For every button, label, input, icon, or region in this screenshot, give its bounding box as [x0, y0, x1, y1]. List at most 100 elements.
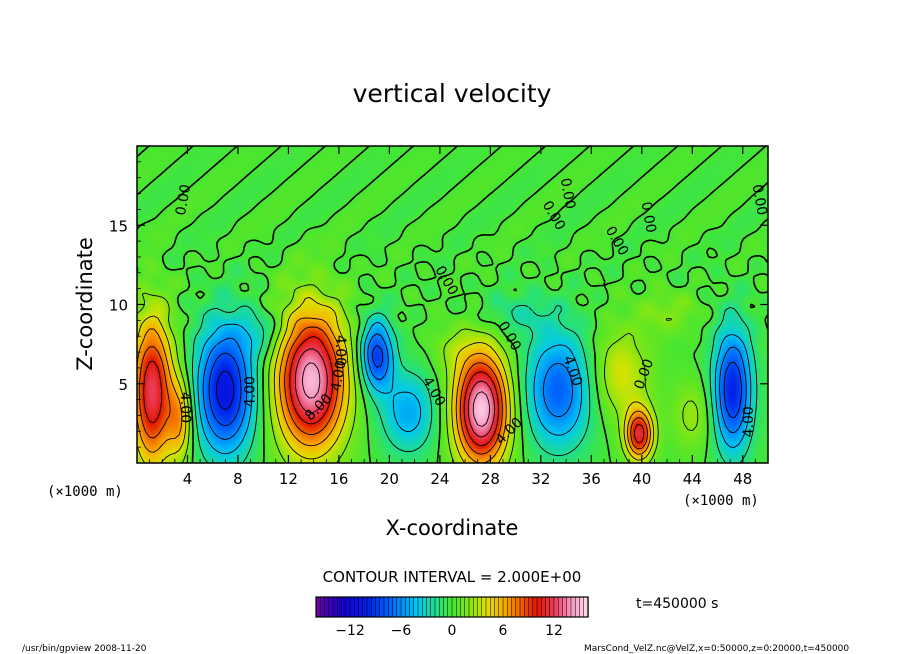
- colorbar-swatch: [430, 596, 436, 618]
- x-tick-label: 32: [531, 470, 550, 488]
- colorbar-swatch: [519, 596, 525, 618]
- colorbar-swatch: [490, 596, 496, 618]
- contour-label: 0.00: [173, 183, 194, 216]
- colorbar-swatch: [426, 596, 432, 618]
- contour-line: [136, 317, 651, 464]
- colorbar-swatch: [524, 596, 530, 618]
- colorbar-swatch: [502, 596, 508, 618]
- contour-line: [294, 348, 496, 438]
- colorbar-swatch: [473, 596, 479, 618]
- colorbar-swatch: [405, 596, 411, 618]
- x-tick-label: 12: [279, 470, 298, 488]
- colorbar-swatch: [494, 596, 500, 618]
- colorbar-swatch: [392, 596, 398, 618]
- colorbar-swatch: [485, 596, 491, 618]
- colorbar-swatch: [320, 596, 326, 618]
- contour-line: [138, 326, 648, 455]
- colorbar-swatch: [511, 596, 517, 618]
- contour-line: [302, 362, 491, 427]
- x-unit-right: (×1000 m): [683, 493, 759, 509]
- colorbar-swatch: [409, 596, 415, 618]
- contour-line: [136, 297, 655, 464]
- x-axis-label: X-coordinate: [386, 516, 519, 540]
- x-tick-label: 16: [329, 470, 348, 488]
- contour-line: [136, 145, 769, 464]
- colorbar-tick-label: −6: [391, 623, 412, 639]
- colorbar-swatch: [345, 596, 351, 618]
- colorbar-swatch: [468, 596, 474, 618]
- colorbar-swatch: [498, 596, 504, 618]
- contour-label: 4.00: [243, 376, 259, 407]
- colorbar-swatch: [536, 596, 542, 618]
- colorbar-swatch: [528, 596, 534, 618]
- colorbar-swatch: [383, 596, 389, 618]
- colorbar-swatch: [354, 596, 360, 618]
- colorbar-swatch: [481, 596, 487, 618]
- footer-left: /usr/bin/gpview 2008-11-20: [22, 644, 147, 654]
- contour-line: [192, 304, 758, 464]
- colorbar-swatch: [456, 596, 462, 618]
- colorbar-tick-label: 0: [448, 623, 457, 639]
- colorbar-swatch: [562, 596, 568, 618]
- colorbar-swatch: [417, 596, 423, 618]
- x-tick-label: 4: [183, 470, 193, 488]
- colorbar-swatch: [460, 596, 466, 618]
- y-tick-label: 10: [109, 297, 128, 315]
- colorbar-frame: [315, 596, 589, 618]
- colorbar-tick-label: 6: [499, 623, 508, 639]
- colorbar-swatch: [545, 596, 551, 618]
- colorbar-swatch: [379, 596, 385, 618]
- y-axis-ticks: 5 10 15: [109, 161, 768, 448]
- colorbar-swatch: [434, 596, 440, 618]
- colorbar-swatch: [532, 596, 538, 618]
- x-tick-label: 44: [683, 470, 702, 488]
- x-tick-label: 36: [582, 470, 601, 488]
- colorbar-swatch: [464, 596, 470, 618]
- colorbar-swatch: [549, 596, 555, 618]
- colorbar-swatch: [328, 596, 334, 618]
- colorbar-swatch: [477, 596, 483, 618]
- contour-interval-label: CONTOUR INTERVAL = 2.000E+00: [323, 568, 582, 586]
- colorbar-swatch: [579, 596, 585, 618]
- x-tick-label: 20: [380, 470, 399, 488]
- colorbar-swatch: [566, 596, 572, 618]
- colorbar-swatch: [570, 596, 576, 618]
- x-axis-ticks: 4 8 12 16 20 24 28 32 36 40 44 48: [149, 146, 756, 488]
- colorbar-swatch: [371, 596, 377, 618]
- chart-title: vertical velocity: [353, 79, 552, 108]
- colorbar-swatch: [515, 596, 521, 618]
- contour-line: [202, 333, 747, 440]
- plot-area: 0.00 0.000.000.000.000.000.000.000.004.00…: [109, 145, 770, 488]
- colorbar-swatch: [396, 596, 402, 618]
- contour-label: 0.00: [749, 183, 770, 216]
- colorbar-swatch: [541, 596, 547, 618]
- colorbar-tick-label: −12: [335, 623, 365, 639]
- x-tick-label: 8: [233, 470, 243, 488]
- contour-label: 4.00: [332, 335, 348, 366]
- colorbar-swatch: [443, 596, 449, 618]
- colorbar-swatch: [341, 596, 347, 618]
- colorbar-swatch: [558, 596, 564, 618]
- colorbar-swatch: [400, 596, 406, 618]
- colorbar-swatch: [439, 596, 445, 618]
- y-tick-label: 15: [109, 217, 128, 235]
- colorbar-swatch: [324, 596, 330, 618]
- contour-label: 0.00: [638, 201, 659, 234]
- colorbar-ticks: −12 −6 0 6 12: [335, 623, 563, 639]
- colorbar-swatch: [575, 596, 581, 618]
- x-tick-label: 40: [632, 470, 651, 488]
- x-tick-label: 48: [733, 470, 752, 488]
- colorbar-swatch: [375, 596, 381, 618]
- contour-line: [197, 321, 752, 455]
- velocity-field: [137, 146, 768, 463]
- x-unit-left: (×1000 m): [47, 484, 123, 500]
- contour-lines: [136, 145, 769, 464]
- colorbar-tick-label: 12: [545, 623, 563, 639]
- contour-line: [143, 336, 645, 447]
- footer-right: MarsCond_VelZ.nc@VelZ,x=0:50000,z=0:2000…: [584, 644, 849, 654]
- colorbar-swatch: [337, 596, 343, 618]
- colorbar-swatch: [553, 596, 559, 618]
- contour-line: [208, 344, 742, 427]
- contour-label: 4.00: [328, 359, 349, 392]
